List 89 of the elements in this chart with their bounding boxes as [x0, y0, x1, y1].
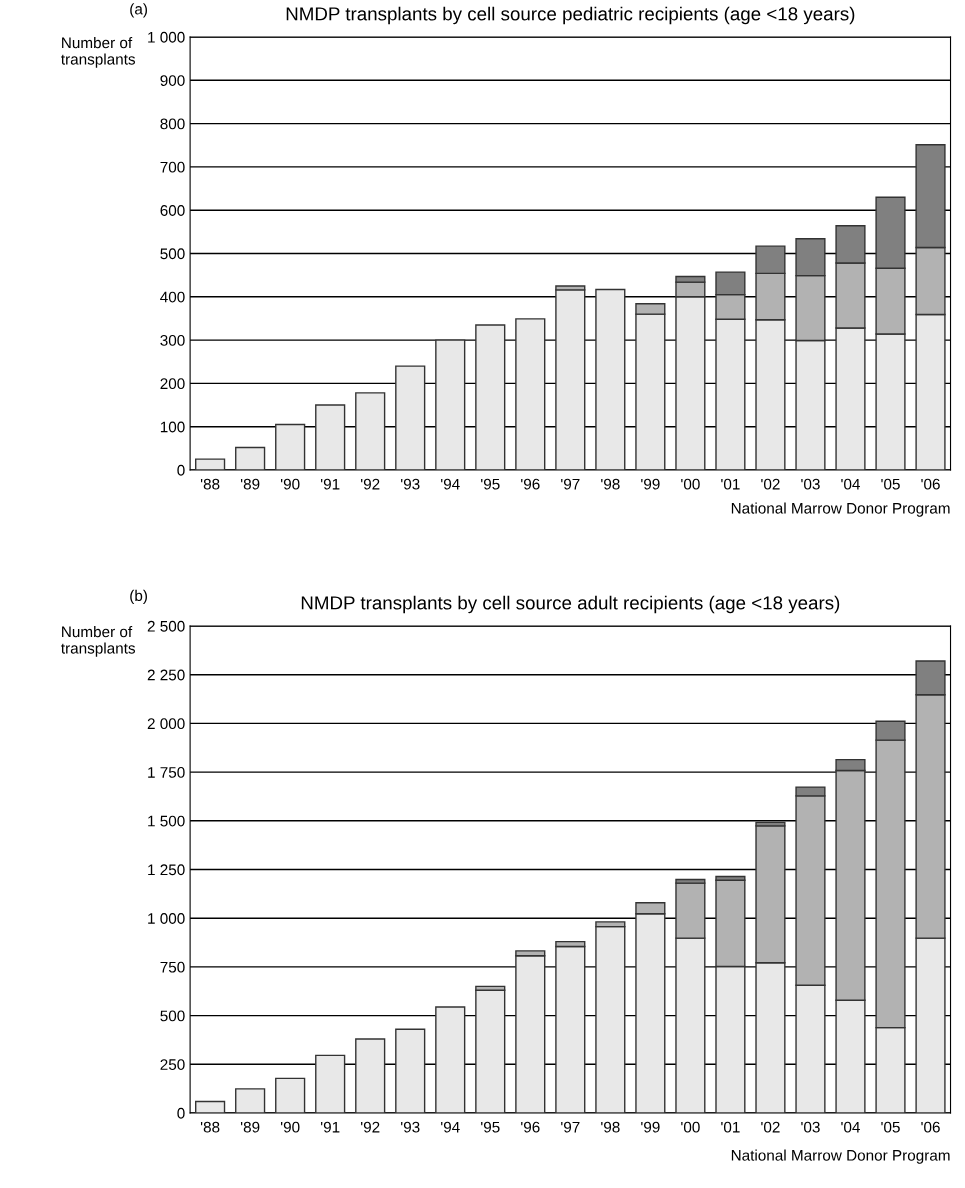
y-tick-label: 250 [160, 1059, 185, 1070]
text: National Marrow Donor Program [731, 1149, 950, 1164]
y-tick-label: 1 250 [148, 864, 185, 876]
bar [435, 339, 466, 470]
bar [555, 289, 586, 470]
x-tick-label: '95 [481, 1121, 500, 1133]
bar [235, 1088, 266, 1113]
bar [195, 458, 226, 470]
text: (b) [130, 589, 147, 605]
y-axis-title: Number of transplants [61, 626, 136, 657]
x-tick-label: '00 [681, 1121, 700, 1133]
x-tick-label: '88 [200, 1121, 220, 1133]
x-tick-label: '88 [200, 478, 220, 490]
y-axis-title: Number of transplants [61, 37, 136, 68]
x-tick-label: '04 [841, 478, 860, 490]
x-tick-label: '01 [721, 1121, 740, 1133]
y-tick-label: 300 [160, 334, 185, 346]
x-tick-label: '98 [601, 1121, 620, 1133]
bar [475, 989, 506, 1113]
bar [315, 1054, 346, 1113]
y-tick-label: 0 [177, 464, 185, 476]
x-tick-label: '00 [681, 478, 700, 490]
x-tick-label: '06 [921, 1121, 940, 1133]
bar [235, 446, 266, 470]
y-tick-label: 400 [160, 291, 185, 303]
x-tick-label: '95 [481, 478, 500, 490]
bar [395, 1028, 426, 1113]
y-tick-label: 2 500 [147, 620, 185, 632]
bar [355, 1038, 386, 1113]
x-tick-label: '97 [561, 1121, 580, 1133]
x-tick-label: '91 [321, 1121, 340, 1133]
x-tick-label: '93 [401, 478, 420, 490]
x-tick-label: '99 [641, 478, 660, 490]
x-tick-label: '90 [280, 478, 300, 490]
bar [475, 324, 506, 470]
bar [515, 318, 546, 470]
y-tick-label: 100 [160, 421, 185, 433]
y-tick-label: 900 [160, 75, 185, 86]
x-tick-label: '98 [601, 478, 620, 490]
y-tick-label: 750 [160, 961, 185, 973]
bar [275, 1077, 306, 1113]
y-tick-label: 200 [160, 378, 185, 390]
x-tick-label: '02 [761, 1121, 780, 1133]
x-tick-label: '93 [401, 1121, 420, 1133]
x-tick-label: '91 [321, 478, 340, 490]
y-tick-label: 1 000 [148, 31, 185, 43]
y-tick-label: 0 [177, 1107, 185, 1119]
x-tick-label: '99 [641, 1121, 660, 1133]
x-tick-label: '90 [280, 1121, 300, 1133]
text: (a) [130, 3, 147, 18]
bar [555, 945, 586, 1113]
x-tick-label: '94 [441, 1121, 460, 1133]
x-tick-label: '03 [801, 478, 820, 490]
x-tick-label: '01 [721, 478, 740, 490]
y-tick-label: 1 500 [148, 815, 185, 827]
y-tick-label: 1 750 [148, 766, 185, 778]
y-tick-label: 700 [160, 161, 185, 173]
x-tick-label: '89 [240, 1121, 260, 1133]
x-tick-label: '02 [761, 478, 780, 490]
x-tick-label: '94 [441, 478, 460, 490]
x-tick-label: '89 [240, 478, 260, 490]
bar [435, 1006, 466, 1113]
bar [395, 365, 426, 470]
bar [355, 392, 386, 470]
chart-title: NMDP transplants by cell source pediatric recipients (age <18 years) [286, 6, 855, 25]
y-tick-label: 800 [160, 118, 185, 130]
x-tick-label: '96 [521, 1121, 540, 1133]
bar [195, 1100, 226, 1113]
x-tick-label: '06 [921, 478, 940, 490]
y-tick-label: 500 [160, 248, 185, 260]
bar [275, 423, 306, 470]
y-tick-label: 500 [160, 1010, 185, 1022]
y-tick-label: 2 250 [147, 669, 185, 681]
x-tick-label: '05 [881, 1121, 900, 1133]
bar [315, 404, 346, 470]
x-tick-label: '97 [561, 478, 580, 490]
x-tick-label: '92 [361, 478, 380, 490]
x-tick-label: '05 [881, 478, 900, 490]
bar [595, 288, 626, 470]
x-tick-label: '04 [841, 1121, 860, 1133]
x-tick-label: '92 [361, 1121, 380, 1133]
chart-title: NMDP transplants by cell source adult recipients (age <18 years) [301, 595, 840, 614]
y-tick-label: 1 000 [148, 913, 185, 924]
bar [595, 925, 626, 1113]
x-tick-label: '96 [521, 478, 540, 490]
text: National Marrow Donor Program [731, 502, 950, 517]
x-tick-label: '03 [801, 1121, 820, 1133]
y-tick-label: 600 [160, 205, 185, 216]
y-tick-label: 2 000 [147, 718, 185, 730]
